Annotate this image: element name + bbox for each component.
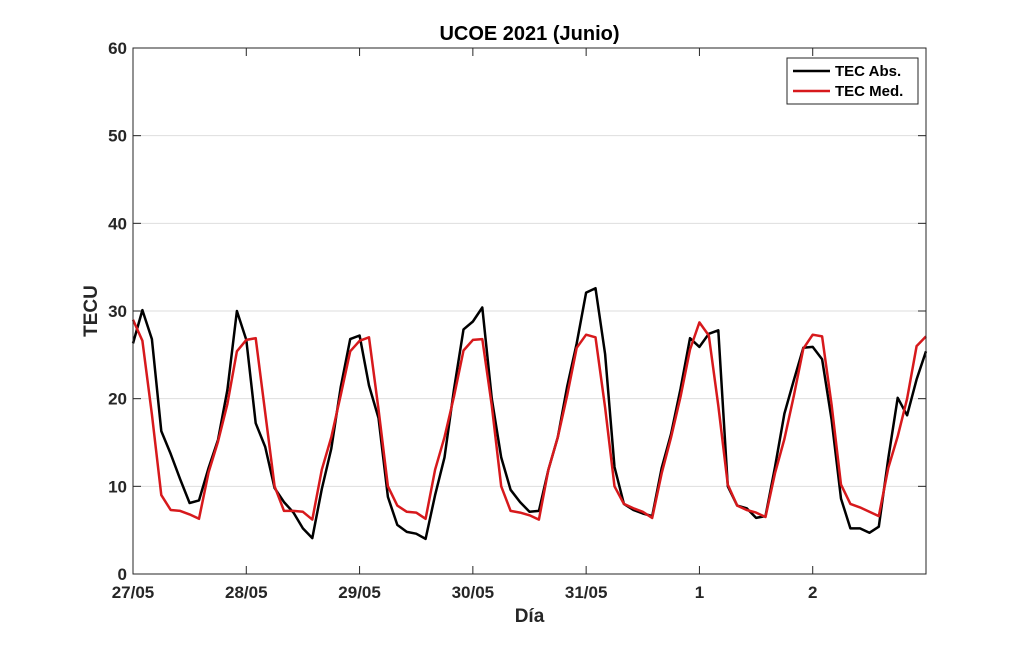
x-tick-label: 28/05: [225, 583, 268, 602]
y-tick-label: 20: [108, 390, 127, 409]
legend: TEC Abs. TEC Med.: [786, 57, 919, 105]
x-tick-label: 29/05: [338, 583, 381, 602]
chart-title: UCOE 2021 (Junio): [439, 23, 619, 45]
x-tick-label: 30/05: [452, 583, 495, 602]
x-tick-label: 1: [695, 583, 704, 602]
x-axis-label: Día: [515, 606, 545, 627]
y-tick-label: 40: [108, 214, 127, 233]
y-tick-label: 50: [108, 127, 127, 146]
y-tick-label: 10: [108, 477, 127, 496]
y-axis-label: TECU: [81, 285, 102, 337]
x-tick-label: 27/05: [112, 583, 155, 602]
y-tick-label: 0: [118, 565, 127, 584]
series-line-tec-med: [131, 319, 927, 521]
series-group: [131, 286, 928, 541]
axis-ticks: 0 10 20 30 40 50 60 27/05 28/05 29/05 30/05 31/05 1 2: [108, 39, 926, 602]
y-tick-label: 60: [108, 39, 127, 58]
x-tick-label: 31/05: [565, 583, 608, 602]
legend-box: [786, 57, 919, 105]
series-line-tec-abs: [131, 286, 928, 541]
legend-label-tec-abs: TEC Abs.: [835, 63, 901, 80]
legend-label-tec-med: TEC Med.: [835, 83, 903, 100]
grid-lines: [133, 135, 926, 487]
x-tick-label: 2: [808, 583, 817, 602]
y-tick-label: 30: [108, 302, 127, 321]
